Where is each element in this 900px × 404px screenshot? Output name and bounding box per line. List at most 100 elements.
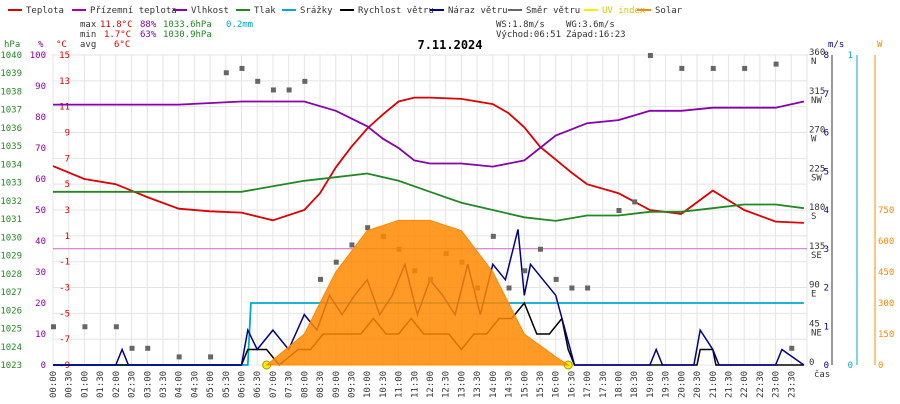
- wind-dir-label: S: [811, 212, 816, 222]
- humidity-tick: 20: [35, 299, 46, 309]
- wind-speed-tick: 6: [824, 129, 829, 139]
- humidity-tick: 50: [35, 206, 46, 216]
- temperature-tick: -1: [59, 258, 70, 268]
- temperature-tick: -7: [59, 335, 70, 345]
- pressure-tick: 1036: [0, 124, 22, 134]
- x-tick: 02:00: [112, 371, 122, 398]
- temperature-tick: 5: [65, 180, 70, 190]
- series-wind-dir-point: [490, 233, 496, 239]
- x-tick: 00:00: [49, 371, 59, 398]
- wind-dir-tick: 180: [809, 203, 825, 213]
- x-tick: 19:30: [662, 371, 672, 398]
- chart-title: 7.11.2024: [417, 38, 482, 52]
- solar-tick: 450: [878, 268, 894, 278]
- temperature-tick: 3: [65, 206, 70, 216]
- pressure-tick: 1040: [0, 51, 22, 61]
- solar-tick: 300: [878, 299, 894, 309]
- solar-tick: 0: [878, 361, 883, 371]
- x-tick: 19:00: [646, 371, 656, 398]
- temperature-tick: 11: [59, 103, 70, 113]
- x-tick: 17:30: [599, 371, 609, 398]
- x-tick: 18:00: [615, 371, 625, 398]
- legend-label: Teplota: [26, 6, 64, 16]
- x-tick: 08:30: [316, 371, 326, 398]
- legend-label: Náraz větru: [448, 6, 508, 16]
- series-wind-dir-point: [349, 242, 355, 248]
- solar-tick: 150: [878, 330, 894, 340]
- pressure-tick: 1038: [0, 87, 22, 97]
- series-wind-dir-point: [537, 246, 543, 252]
- temperature-tick: -3: [59, 284, 70, 294]
- stat-min-press: 1030.9hPa: [163, 30, 212, 40]
- pressure-tick: 1032: [0, 197, 22, 207]
- x-tick: 23:00: [772, 371, 782, 398]
- x-tick: 00:30: [65, 371, 75, 398]
- series-wind-dir-point: [773, 61, 779, 67]
- x-tick: 05:30: [222, 371, 232, 398]
- solar-tick: 600: [878, 237, 894, 247]
- pressure-tick: 1026: [0, 306, 22, 316]
- wind-dir-tick: 225: [809, 164, 825, 174]
- series-wind-dir-point: [286, 87, 292, 93]
- wind-speed-tick: 0: [824, 361, 829, 371]
- series-line-0: [52, 96, 804, 224]
- series-wind-dir-point: [365, 225, 371, 231]
- series-wind-dir-point: [302, 78, 308, 84]
- temperature-tick: 9: [65, 129, 70, 139]
- pressure-tick: 1025: [0, 325, 22, 335]
- x-tick: 15:30: [536, 371, 546, 398]
- series-wind-dir-point: [553, 276, 559, 282]
- pressure-tick: 1029: [0, 252, 22, 262]
- stat-max-hum: 88%: [140, 20, 157, 30]
- series-wind-dir-point: [145, 345, 151, 351]
- legend-label: Rychlost větru: [358, 6, 434, 16]
- pressure-tick: 1035: [0, 142, 22, 152]
- wind-dir-tick: 45: [809, 319, 820, 329]
- legend-label: Solar: [655, 6, 683, 16]
- wind-speed-tick: 4: [824, 206, 829, 216]
- x-tick: 14:00: [489, 371, 499, 398]
- x-tick: 20:30: [693, 371, 703, 398]
- x-tick: 22:30: [756, 371, 766, 398]
- wind-wg: WG:3.6m/s: [566, 20, 615, 30]
- x-tick: 16:30: [567, 371, 577, 398]
- temperature-unit: °C: [56, 40, 67, 50]
- humidity-tick: 60: [35, 175, 46, 185]
- x-tick: 01:00: [80, 371, 90, 398]
- humidity-tick: 100: [30, 51, 46, 61]
- x-tick: 23:30: [787, 371, 797, 398]
- series-wind-dir-point: [270, 87, 276, 93]
- x-tick: 21:30: [724, 371, 734, 398]
- x-tick: 17:00: [583, 371, 593, 398]
- x-tick: 07:00: [269, 371, 279, 398]
- pressure-tick: 1024: [0, 343, 22, 353]
- wind-dir-label: NE: [811, 328, 822, 338]
- pressure-tick: 1034: [0, 160, 22, 170]
- wind-dir-tick: 135: [809, 242, 825, 252]
- series-wind-dir-point: [632, 199, 638, 205]
- wind-dir-tick: 90: [809, 281, 820, 291]
- temperature-tick: 7: [65, 154, 70, 164]
- rain-tick: 1: [848, 51, 853, 61]
- x-tick: 14:30: [505, 371, 515, 398]
- x-tick: 13:00: [457, 371, 467, 398]
- x-tick: 11:30: [410, 371, 420, 398]
- pressure-tick: 1039: [0, 69, 22, 79]
- stat-min-hum: 63%: [140, 30, 157, 40]
- series-wind-dir-point: [742, 65, 748, 71]
- legend-label: Vlhkost: [191, 6, 229, 16]
- wind-speed-tick: 5: [824, 167, 829, 177]
- series-wind-dir-point: [208, 354, 214, 360]
- rain-tick: 0: [848, 361, 853, 371]
- temperature-tick: -5: [59, 309, 70, 319]
- wind-ws: WS:1.8m/s: [496, 20, 545, 30]
- x-tick: 11:00: [395, 371, 405, 398]
- x-tick: 04:30: [190, 371, 200, 398]
- series-wind-dir-point: [129, 345, 135, 351]
- temperature-tick: 15: [59, 51, 70, 61]
- wind-speed-tick: 7: [824, 90, 829, 100]
- temperature-tick: 13: [59, 77, 70, 87]
- x-tick: 08:00: [300, 371, 310, 398]
